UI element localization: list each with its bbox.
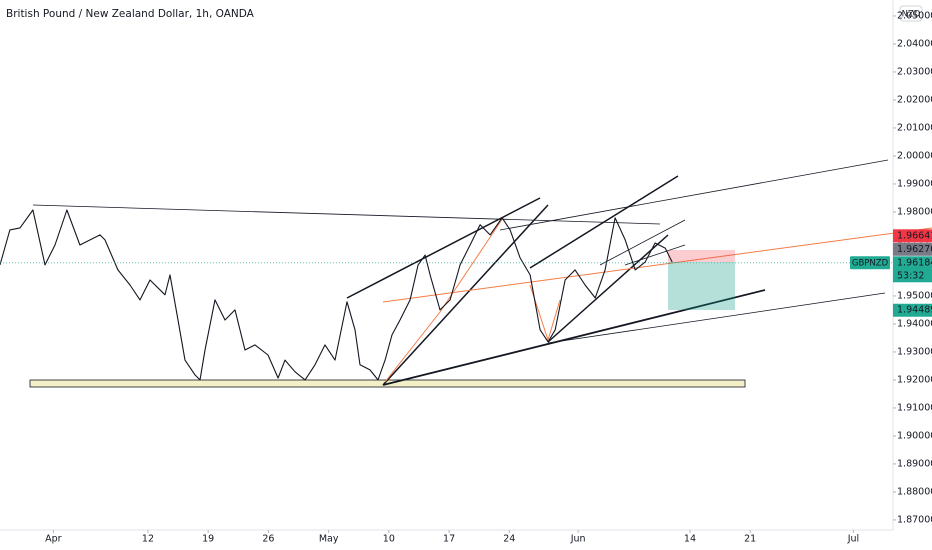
x-tick-label: 10 — [383, 534, 395, 545]
x-tick-label: May — [319, 534, 339, 545]
x-tick-label: 17 — [443, 534, 455, 545]
x-tick-label: 12 — [142, 534, 154, 545]
channel-line — [529, 175, 679, 269]
y-tick-label: 2.04000 — [897, 38, 932, 49]
y-tick-label: 2.05000 — [897, 10, 932, 21]
channel-line — [624, 244, 686, 266]
x-tick-label: Apr — [45, 534, 62, 545]
price-label: 1.96270 — [897, 244, 932, 255]
y-tick-label: 1.93000 — [897, 346, 932, 357]
countdown-label: 53:32 — [897, 270, 924, 281]
x-tick-label: Jun — [570, 534, 586, 545]
y-tick-label: 1.98000 — [897, 206, 932, 217]
target-zone — [668, 262, 735, 310]
price-line — [0, 209, 673, 381]
chart-title: British Pound / New Zealand Dollar, 1h, … — [6, 8, 255, 20]
y-tick-label: 1.90000 — [897, 430, 932, 441]
y-tick-label: 1.87000 — [897, 514, 932, 525]
trendline — [32, 204, 661, 225]
trendline — [499, 159, 889, 231]
channel-line — [346, 197, 541, 299]
x-tick-label: 19 — [202, 534, 214, 545]
channel-line — [547, 234, 669, 343]
x-tick-label: Jul — [847, 534, 859, 545]
price-label: 1.94489 — [897, 305, 932, 316]
price-label-box — [893, 242, 932, 256]
orange-path — [529, 284, 561, 342]
price-label-box — [893, 303, 932, 317]
price-label: 1.96184 — [897, 257, 932, 268]
x-tick-label: 26 — [262, 534, 274, 545]
y-tick-label: 2.00000 — [897, 150, 932, 161]
y-tick-label: 1.95000 — [897, 290, 932, 301]
x-tick-label: 24 — [503, 534, 515, 545]
symbol-label: GBPNZD — [852, 258, 889, 268]
y-tick-label: 1.91000 — [897, 402, 932, 413]
currency-label: NZD — [902, 10, 921, 20]
currency-button[interactable] — [899, 5, 923, 22]
symbol-box — [850, 256, 890, 270]
orange-path — [384, 217, 504, 383]
y-tick-label: 1.99000 — [897, 178, 932, 189]
y-tick-label: 1.92000 — [897, 374, 932, 385]
y-tick-label: 2.03000 — [897, 66, 932, 77]
x-tick-label: 21 — [744, 534, 756, 545]
stop-zone — [668, 250, 735, 262]
drawings — [29, 159, 932, 388]
channel-line — [382, 204, 549, 386]
price-label: 1.96641 — [897, 230, 932, 241]
price-label-box — [893, 229, 932, 243]
y-tick-label: 1.88000 — [897, 486, 932, 497]
y-tick-label: 1.89000 — [897, 458, 932, 469]
x-tick-label: 14 — [684, 534, 696, 545]
channel-line — [599, 219, 686, 266]
trendline — [547, 292, 886, 344]
orange-trendline — [382, 227, 932, 303]
y-tick-label: 2.02000 — [897, 94, 932, 105]
y-tick-label: 2.01000 — [897, 122, 932, 133]
trendline — [382, 289, 766, 386]
y-tick-label: 1.94000 — [897, 318, 932, 329]
price-label-box — [893, 256, 932, 283]
